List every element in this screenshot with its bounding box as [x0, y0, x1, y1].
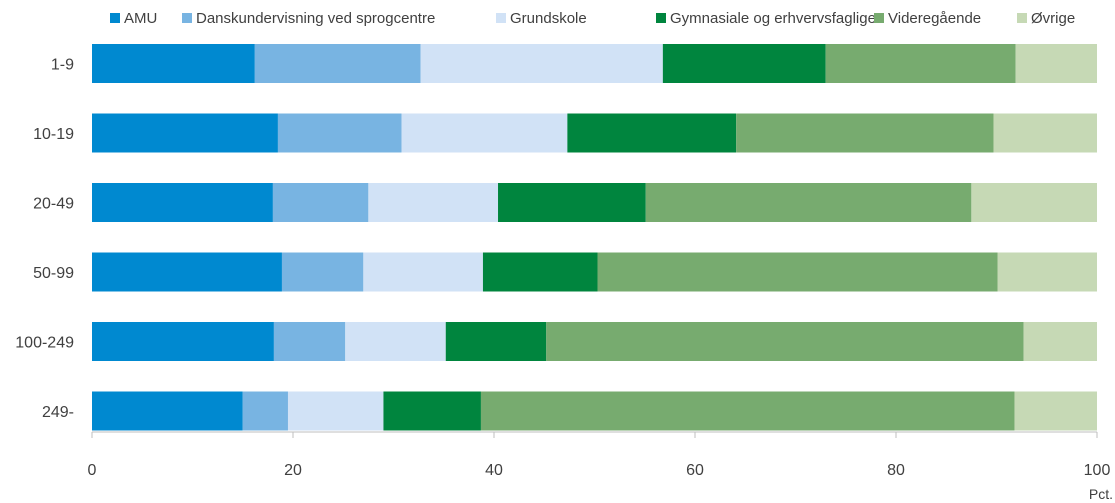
legend-swatch-5	[1017, 13, 1027, 23]
category-label-3: 50-99	[33, 265, 74, 282]
x-axis-ticks: 0 20 40 60 80 100	[88, 432, 1111, 479]
bar-segment-1-2	[401, 113, 568, 153]
x-tick-label-0: 0	[88, 462, 97, 479]
bar-segment-4-1	[273, 322, 346, 361]
category-label-4: 100-249	[15, 335, 74, 352]
legend-label-0: AMU	[124, 10, 157, 27]
bar-segment-1-3	[567, 113, 737, 153]
x-tick-label-3: 60	[686, 462, 704, 479]
bar-segment-1-1	[277, 113, 402, 153]
category-label-0: 1-9	[51, 57, 74, 74]
legend-label-1: Danskundervisning ved sprogcentre	[196, 10, 435, 27]
bar-segment-4-2	[345, 322, 446, 361]
category-label-5: 249-	[42, 404, 74, 421]
bar-segment-0-0	[92, 44, 255, 83]
bar-segment-3-3	[482, 252, 598, 292]
bar-segment-5-3	[383, 391, 481, 431]
x-tick-label-5: 100	[1084, 462, 1111, 479]
bar-segment-0-3	[662, 44, 826, 83]
bars	[92, 44, 1097, 431]
legend-swatch-2	[496, 13, 506, 23]
category-label-2: 20-49	[33, 196, 74, 213]
bar-segment-5-0	[92, 391, 243, 431]
bar-segment-4-3	[445, 322, 547, 361]
bar-segment-2-2	[368, 183, 499, 222]
legend-label-5: Øvrige	[1031, 10, 1075, 27]
legend-label-3: Gymnasiale og erhvervsfaglige	[670, 10, 876, 27]
legend-label-4: Videregående	[888, 10, 981, 27]
legend-swatch-1	[182, 13, 192, 23]
bar-segment-2-5	[971, 183, 1097, 222]
bar-segment-3-5	[997, 252, 1097, 292]
bar-segment-1-4	[736, 113, 994, 153]
bar-segment-1-0	[92, 113, 278, 153]
bar-segment-5-2	[287, 391, 384, 431]
bar-segment-1-5	[993, 113, 1097, 153]
category-label-1: 10-19	[33, 126, 74, 143]
bar-segment-0-5	[1015, 44, 1097, 83]
x-tick-label-1: 20	[284, 462, 302, 479]
legend: AMU Danskundervisning ved sprogcentre Grun…	[110, 10, 1075, 27]
bar-segment-5-5	[1014, 391, 1097, 431]
bar-segment-2-0	[92, 183, 273, 222]
bar-segment-5-1	[242, 391, 288, 431]
bar-segment-0-1	[254, 44, 421, 83]
legend-swatch-3	[656, 13, 666, 23]
bar-segment-3-1	[281, 252, 364, 292]
legend-label-2: Grundskole	[510, 10, 587, 27]
legend-swatch-0	[110, 13, 120, 23]
bar-segment-2-1	[272, 183, 369, 222]
bar-segment-0-4	[825, 44, 1016, 83]
bar-segment-4-4	[546, 322, 1024, 361]
bar-segment-3-4	[597, 252, 998, 292]
bar-segment-3-0	[92, 252, 282, 292]
bar-segment-5-4	[480, 391, 1015, 431]
bar-segment-4-5	[1023, 322, 1097, 361]
bar-segment-2-4	[645, 183, 972, 222]
bar-segment-0-2	[420, 44, 663, 83]
category-labels: 1-9 10-19 20-49 50-99 100-249 249-	[15, 57, 74, 422]
x-axis-unit-label: Pct.	[1089, 486, 1113, 502]
bar-segment-2-3	[498, 183, 646, 222]
bar-segment-4-0	[92, 322, 274, 361]
x-tick-label-2: 40	[485, 462, 503, 479]
bar-segment-3-2	[363, 252, 483, 292]
x-tick-label-4: 80	[887, 462, 905, 479]
legend-swatch-4	[874, 13, 884, 23]
